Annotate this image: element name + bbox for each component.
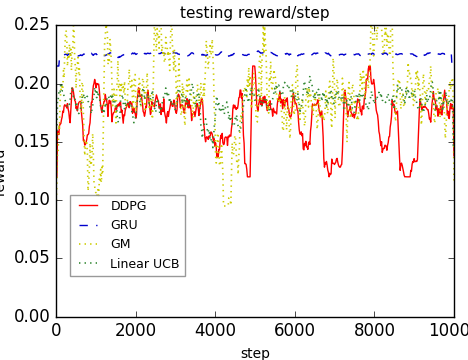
GM	[451, 182, 457, 186]
DDPG	[451, 154, 457, 158]
GM	[234, 149, 239, 153]
DDPG	[320, 122, 325, 126]
X-axis label: step: step	[240, 347, 270, 360]
Linear UCB	[288, 90, 293, 94]
GRU	[124, 53, 129, 58]
DDPG	[288, 114, 294, 118]
Line: DDPG: DDPG	[56, 66, 454, 177]
Y-axis label: reward: reward	[0, 147, 7, 195]
Line: Linear UCB: Linear UCB	[56, 76, 454, 148]
Linear UCB	[234, 118, 239, 122]
GRU	[156, 51, 161, 56]
Linear UCB	[124, 99, 129, 104]
Linear UCB	[451, 145, 457, 150]
Line: GRU: GRU	[56, 51, 454, 66]
GRU	[353, 52, 359, 56]
GM	[288, 126, 293, 130]
Linear UCB	[53, 145, 59, 150]
GRU	[288, 52, 294, 57]
GRU	[255, 49, 261, 53]
Linear UCB	[307, 73, 313, 78]
GM	[353, 107, 358, 111]
DDPG	[234, 107, 239, 112]
GRU	[234, 52, 239, 56]
Linear UCB	[320, 94, 325, 99]
Title: testing reward/step: testing reward/step	[180, 6, 330, 21]
GRU	[53, 64, 59, 68]
Linear UCB	[156, 102, 161, 107]
DDPG	[250, 64, 256, 68]
GRU	[451, 64, 457, 68]
DDPG	[353, 107, 359, 111]
GM	[53, 204, 59, 208]
DDPG	[124, 105, 129, 109]
Line: GM: GM	[56, 14, 454, 206]
DDPG	[53, 175, 59, 179]
GM	[124, 106, 129, 111]
GM	[156, 33, 161, 37]
Legend: DDPG, GRU, GM, Linear UCB: DDPG, GRU, GM, Linear UCB	[70, 195, 185, 275]
Linear UCB	[353, 93, 359, 97]
DDPG	[156, 99, 161, 103]
GM	[319, 111, 325, 116]
GM	[369, 12, 374, 16]
GRU	[320, 52, 325, 56]
